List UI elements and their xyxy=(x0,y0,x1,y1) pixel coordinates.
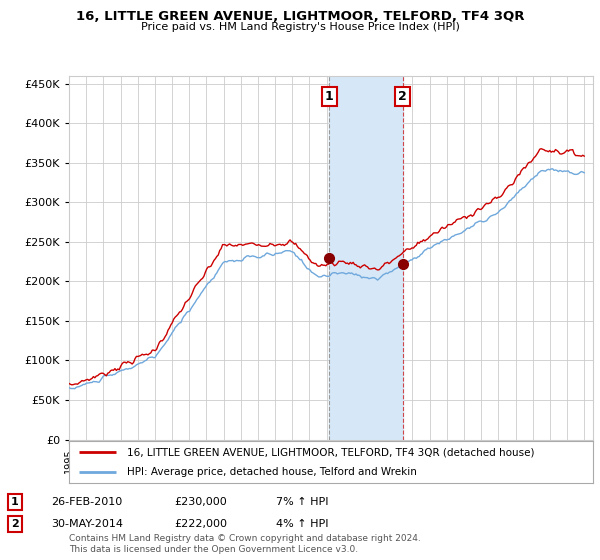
Text: 2: 2 xyxy=(398,90,407,103)
Text: 30-MAY-2014: 30-MAY-2014 xyxy=(51,519,123,529)
Text: Price paid vs. HM Land Registry's House Price Index (HPI): Price paid vs. HM Land Registry's House … xyxy=(140,22,460,32)
Text: 2: 2 xyxy=(11,519,19,529)
Text: 16, LITTLE GREEN AVENUE, LIGHTMOOR, TELFORD, TF4 3QR: 16, LITTLE GREEN AVENUE, LIGHTMOOR, TELF… xyxy=(76,10,524,23)
Text: 4% ↑ HPI: 4% ↑ HPI xyxy=(276,519,329,529)
Text: 1: 1 xyxy=(325,90,334,103)
Text: 1: 1 xyxy=(11,497,19,507)
Text: £230,000: £230,000 xyxy=(174,497,227,507)
Bar xyxy=(329,76,403,440)
Text: 26-FEB-2010: 26-FEB-2010 xyxy=(51,497,122,507)
Text: £222,000: £222,000 xyxy=(174,519,227,529)
Text: This data is licensed under the Open Government Licence v3.0.: This data is licensed under the Open Gov… xyxy=(69,545,358,554)
Text: Contains HM Land Registry data © Crown copyright and database right 2024.: Contains HM Land Registry data © Crown c… xyxy=(69,534,421,543)
Text: 16, LITTLE GREEN AVENUE, LIGHTMOOR, TELFORD, TF4 3QR (detached house): 16, LITTLE GREEN AVENUE, LIGHTMOOR, TELF… xyxy=(127,447,534,458)
Text: 7% ↑ HPI: 7% ↑ HPI xyxy=(276,497,329,507)
Text: HPI: Average price, detached house, Telford and Wrekin: HPI: Average price, detached house, Telf… xyxy=(127,467,416,477)
